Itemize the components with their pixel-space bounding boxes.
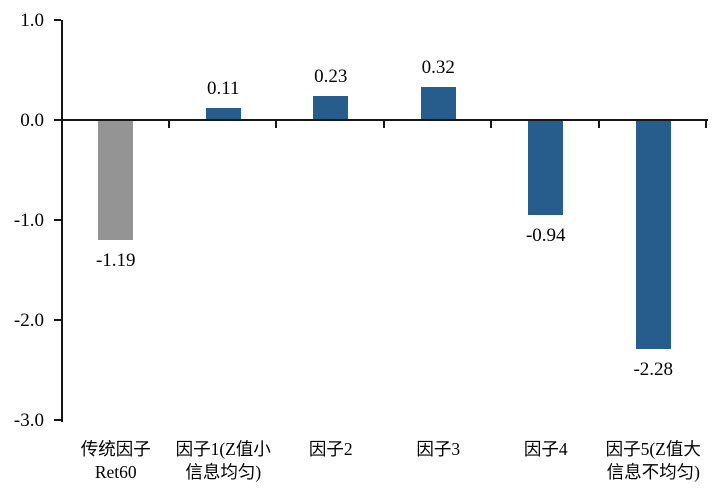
- category-label-line: 因子5(Z值大: [605, 439, 701, 459]
- category-label-line: 因子3: [416, 439, 461, 459]
- category-label: 因子4: [486, 438, 606, 461]
- bar: [528, 121, 564, 215]
- bar-value-label: 0.32: [421, 57, 455, 78]
- bar: [205, 108, 241, 119]
- category-label-line: 因子4: [523, 439, 568, 459]
- bar-value-label: -0.94: [525, 225, 566, 246]
- x-tick: [598, 121, 600, 128]
- y-tick: [54, 219, 61, 221]
- x-tick: [168, 121, 170, 128]
- category-label: 传统因子 Ret60: [56, 438, 176, 484]
- x-tick: [383, 121, 385, 128]
- category-label-line: 信息均匀): [185, 462, 262, 482]
- bar-value-label: -2.28: [633, 359, 674, 380]
- category-label: 因子5(Z值大 信息不均匀): [594, 438, 714, 484]
- category-label-line: 传统因子: [80, 439, 151, 459]
- category-label-line: 因子2: [308, 439, 353, 459]
- y-tick: [54, 319, 61, 321]
- category-label: 因子3: [379, 438, 499, 461]
- x-tick: [490, 121, 492, 128]
- y-tick: [54, 119, 61, 121]
- bar-value-label: 0.11: [206, 78, 240, 99]
- bar-value-label: -1.19: [95, 250, 136, 271]
- x-axis-line: [61, 119, 708, 121]
- bar: [635, 121, 671, 349]
- y-tick-label: -3.0: [13, 410, 44, 431]
- y-tick-label: 0.0: [20, 110, 44, 131]
- bar: [420, 87, 456, 119]
- y-tick: [54, 19, 61, 21]
- category-label-line: 因子1(Z值小: [175, 439, 271, 459]
- y-axis-line: [61, 20, 63, 422]
- category-label-line: 信息不均匀): [606, 462, 700, 482]
- x-tick: [705, 121, 707, 128]
- bar: [313, 96, 349, 119]
- category-label-line: Ret60: [94, 462, 137, 482]
- bar: [98, 121, 134, 240]
- category-label: 因子2: [271, 438, 391, 461]
- y-tick: [54, 419, 61, 421]
- y-tick-label: -2.0: [13, 310, 44, 331]
- category-label: 因子1(Z值小 信息均匀): [164, 438, 284, 484]
- bar-value-label: 0.23: [314, 66, 348, 87]
- y-tick-label: -1.0: [13, 210, 44, 231]
- y-tick-label: 1.0: [20, 10, 44, 31]
- x-tick: [275, 121, 277, 128]
